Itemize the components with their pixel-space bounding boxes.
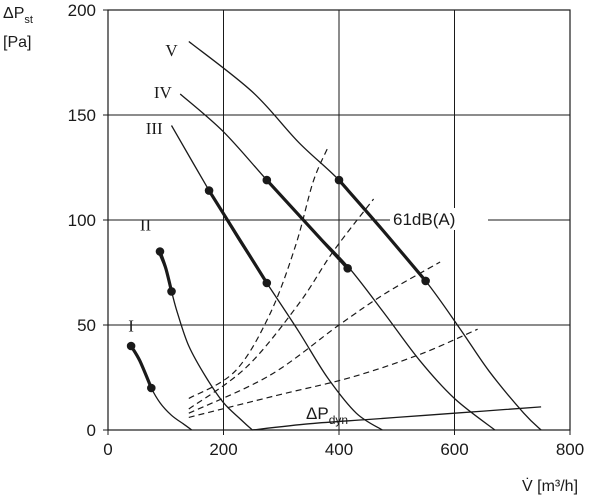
- y-tick-label: 100: [68, 211, 96, 230]
- fan-curve-i-operating-range: [129, 344, 153, 390]
- curve-label-iii: III: [146, 119, 163, 138]
- x-tick-label: 400: [325, 440, 353, 459]
- curve-label-ii: II: [140, 216, 152, 235]
- y-axis-title: ΔPst: [3, 5, 33, 26]
- curve-label-v: V: [165, 41, 178, 60]
- annotation-noise-level: 61dB(A): [390, 208, 488, 230]
- curve-label-i: I: [128, 316, 134, 335]
- fan-curve-iv: [179, 93, 496, 431]
- operating-point-marker: [204, 186, 214, 195]
- dynamic-pressure-label: ΔPdyn: [306, 404, 348, 427]
- noise-level-label: 61dB(A): [393, 210, 455, 229]
- y-tick-label: 150: [68, 106, 96, 125]
- system-curves: [188, 148, 478, 418]
- system-curve-4: [188, 328, 478, 418]
- y-tick-label: 0: [87, 421, 96, 440]
- operating-point-marker: [262, 175, 272, 185]
- fan-curve-v-operating-range: [337, 178, 428, 283]
- fan-curve-ii: [156, 249, 253, 431]
- operating-point-marker: [343, 264, 352, 273]
- operating-point-marker: [147, 383, 156, 393]
- y-tick-label: 200: [68, 1, 96, 20]
- x-tick-label: 200: [209, 440, 237, 459]
- operating-point-marker: [262, 278, 272, 288]
- fan-curve-iv-operating-range: [265, 178, 350, 270]
- y-axis-unit: [Pa]: [3, 34, 31, 51]
- x-tick-label: 0: [103, 440, 112, 459]
- system-curve-2: [188, 198, 375, 410]
- system-curve-3: [188, 261, 441, 414]
- grid: [103, 9, 571, 435]
- fan-curve-iii-operating-range: [207, 189, 269, 285]
- system-curve-1: [188, 148, 328, 400]
- operating-point-marker: [421, 276, 430, 286]
- x-tick-label: 600: [440, 440, 468, 459]
- operating-point-marker: [167, 287, 176, 296]
- fan-curves: [130, 40, 542, 431]
- annotation-dynamic-pressure: ΔPdyn: [306, 404, 348, 427]
- fan-curve-ii-operating-range: [158, 249, 174, 293]
- operating-point-marker: [334, 175, 344, 185]
- fan-curve-iii: [170, 125, 383, 431]
- fan-curve-pdyn: [252, 406, 542, 431]
- y-tick-label: 50: [77, 316, 96, 335]
- operating-ranges: [129, 178, 428, 390]
- operating-points: [126, 175, 430, 393]
- x-axis-title: V̇ [m³/h]: [522, 477, 578, 495]
- operating-point-marker: [126, 341, 136, 351]
- x-tick-label: 800: [556, 440, 584, 459]
- tick-labels: 0 200 400 600 800 0 50 100 150 200: [68, 1, 585, 459]
- curve-label-iv: IV: [154, 83, 173, 102]
- operating-point-marker: [155, 247, 165, 256]
